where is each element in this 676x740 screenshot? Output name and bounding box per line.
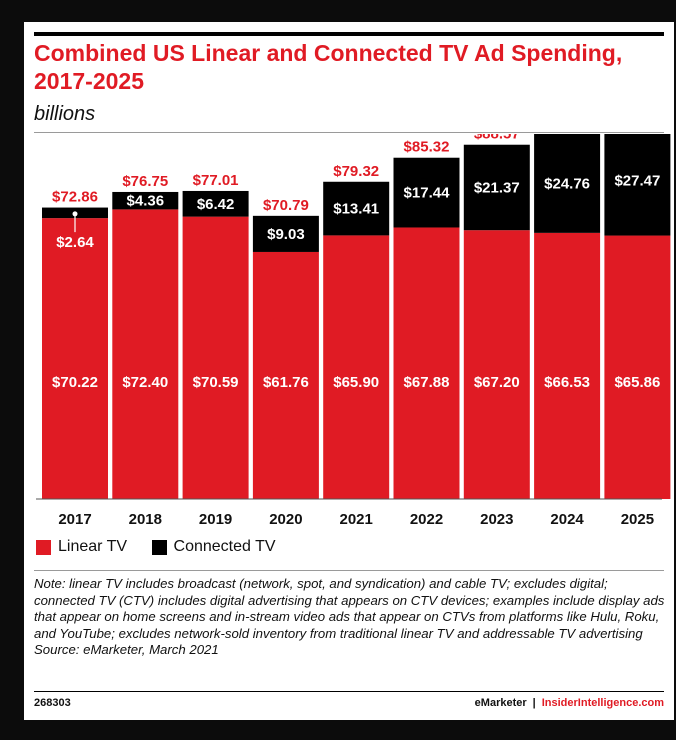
bar-linear-tv-2017 [42, 218, 108, 499]
footer-divider [34, 691, 664, 692]
chart-id: 268303 [34, 697, 71, 709]
stacked-bar-chart: $70.22 $2.64 $72.86 2017 $72.40 $4.36 $76.75 20… [36, 134, 671, 528]
label-total-2018: $76.75 [122, 173, 168, 190]
legend-label-linear-tv: Linear TV [58, 538, 128, 555]
note-divider [34, 570, 664, 571]
bar-connected-tv-2018 [112, 191, 179, 210]
bar-connected-tv-2025 [604, 134, 671, 236]
chart-card: Combined US Linear and Connected TV Ad S… [24, 22, 674, 720]
leader-dot-connected-tv-2017 [72, 211, 78, 217]
label-total-2017: $72.86 [52, 189, 98, 206]
label-linear-tv-2022: $67.88 [404, 374, 450, 391]
label-linear-tv-2025: $65.86 [614, 374, 660, 391]
label-connected-tv-2025: $27.47 [614, 173, 660, 190]
bar-connected-tv-2022 [393, 157, 460, 228]
label-connected-tv-2017: $2.64 [56, 234, 94, 251]
x-tick-label-2023: 2023 [480, 511, 513, 528]
bar-linear-tv-2021 [323, 235, 390, 499]
bar-connected-tv-2024 [534, 134, 601, 233]
label-connected-tv-2020: $9.03 [267, 226, 305, 243]
brand-insider-intelligence-link[interactable]: InsiderIntelligence.com [541, 697, 664, 709]
legend: Linear TV Connected TV [36, 538, 296, 560]
label-connected-tv-2024: $24.76 [544, 175, 590, 192]
label-total-2023: $88.57 [474, 134, 520, 143]
source-text: Source: eMarketer, March 2021 [34, 642, 219, 657]
chart-note: Note: linear TV includes broadcast (netw… [34, 576, 666, 659]
label-connected-tv-2021: $13.41 [333, 201, 379, 218]
label-linear-tv-2024: $66.53 [544, 374, 590, 391]
legend-swatch-linear-tv [36, 539, 51, 555]
label-connected-tv-2023: $21.37 [474, 179, 520, 196]
bar-connected-tv-2019 [182, 190, 249, 217]
label-linear-tv-2017: $70.22 [52, 374, 98, 391]
label-total-2022: $85.32 [404, 139, 450, 156]
legend-item-connected-tv: Connected TV [151, 538, 276, 556]
x-tick-label-2019: 2019 [199, 511, 232, 528]
x-tick-label-2024: 2024 [550, 511, 584, 528]
x-tick-label-2022: 2022 [410, 511, 443, 528]
bar-connected-tv-2023 [463, 144, 530, 231]
label-connected-tv-2022: $17.44 [404, 185, 451, 202]
x-tick-label-2018: 2018 [129, 511, 162, 528]
label-connected-tv-2018: $4.36 [127, 193, 165, 210]
legend-item-linear-tv: Linear TV [36, 538, 127, 556]
brand-emarketer: eMarketer [474, 697, 527, 709]
label-linear-tv-2018: $72.40 [122, 374, 168, 391]
label-linear-tv-2019: $70.59 [193, 374, 239, 391]
chart-title: Combined US Linear and Connected TV Ad S… [34, 40, 623, 94]
label-total-2021: $79.32 [333, 163, 379, 180]
label-linear-tv-2021: $65.90 [333, 374, 379, 391]
legend-swatch-connected-tv [151, 539, 167, 555]
legend-label-connected-tv: Connected TV [173, 538, 276, 555]
note-text: Note: linear TV includes broadcast (netw… [34, 576, 665, 641]
title-divider [34, 132, 664, 133]
label-total-2019: $77.01 [193, 172, 239, 189]
bar-linear-tv-2022 [393, 227, 460, 499]
bar-linear-tv-2023 [463, 230, 530, 499]
top-rule [34, 32, 664, 36]
label-connected-tv-2019: $6.42 [197, 196, 235, 213]
chart-subtitle: billions [34, 103, 96, 125]
bar-linear-tv-2018 [112, 209, 179, 499]
label-total-2020: $70.79 [263, 197, 309, 214]
bar-connected-tv-2021 [323, 181, 390, 236]
x-tick-label-2017: 2017 [58, 511, 91, 528]
bar-linear-tv-2024 [534, 232, 601, 499]
label-linear-tv-2020: $61.76 [263, 374, 309, 391]
bar-linear-tv-2020 [252, 251, 319, 499]
label-linear-tv-2023: $67.20 [474, 374, 520, 391]
brand-separator: | [532, 697, 536, 709]
footer-brand: eMarketer | InsiderIntelligence.com [475, 697, 664, 709]
bar-connected-tv-2020 [252, 215, 319, 252]
x-tick-label-2021: 2021 [340, 511, 373, 528]
bar-linear-tv-2019 [182, 216, 249, 499]
x-tick-label-2025: 2025 [621, 511, 654, 528]
x-tick-label-2020: 2020 [269, 511, 302, 528]
bar-linear-tv-2025 [604, 235, 671, 499]
